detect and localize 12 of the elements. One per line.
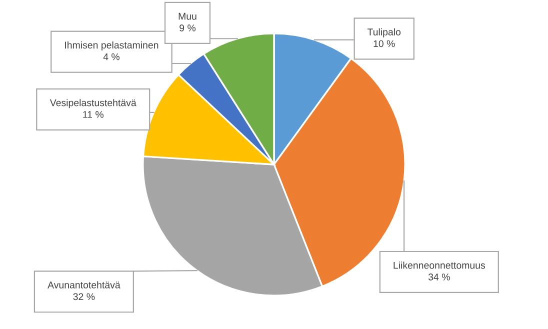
slice-label: Tulipalo (367, 28, 401, 38)
slice-label: Avunantotehtävä (48, 281, 120, 288)
slice-label: Vesipelastustehtävä (50, 99, 136, 108)
slice-label: Muu (178, 12, 196, 20)
data-label: 4 % (103, 53, 120, 60)
slice-label: Liikenneonnettomuus (394, 262, 486, 269)
data-label: 9 % (180, 24, 196, 32)
data-label: 11 % (83, 111, 104, 118)
data-label: 10 % (374, 40, 395, 48)
slice-label: Ihmisen pelastaminen (65, 41, 158, 50)
data-label: 32 % (73, 293, 95, 300)
data-label: 34 % (428, 274, 450, 280)
